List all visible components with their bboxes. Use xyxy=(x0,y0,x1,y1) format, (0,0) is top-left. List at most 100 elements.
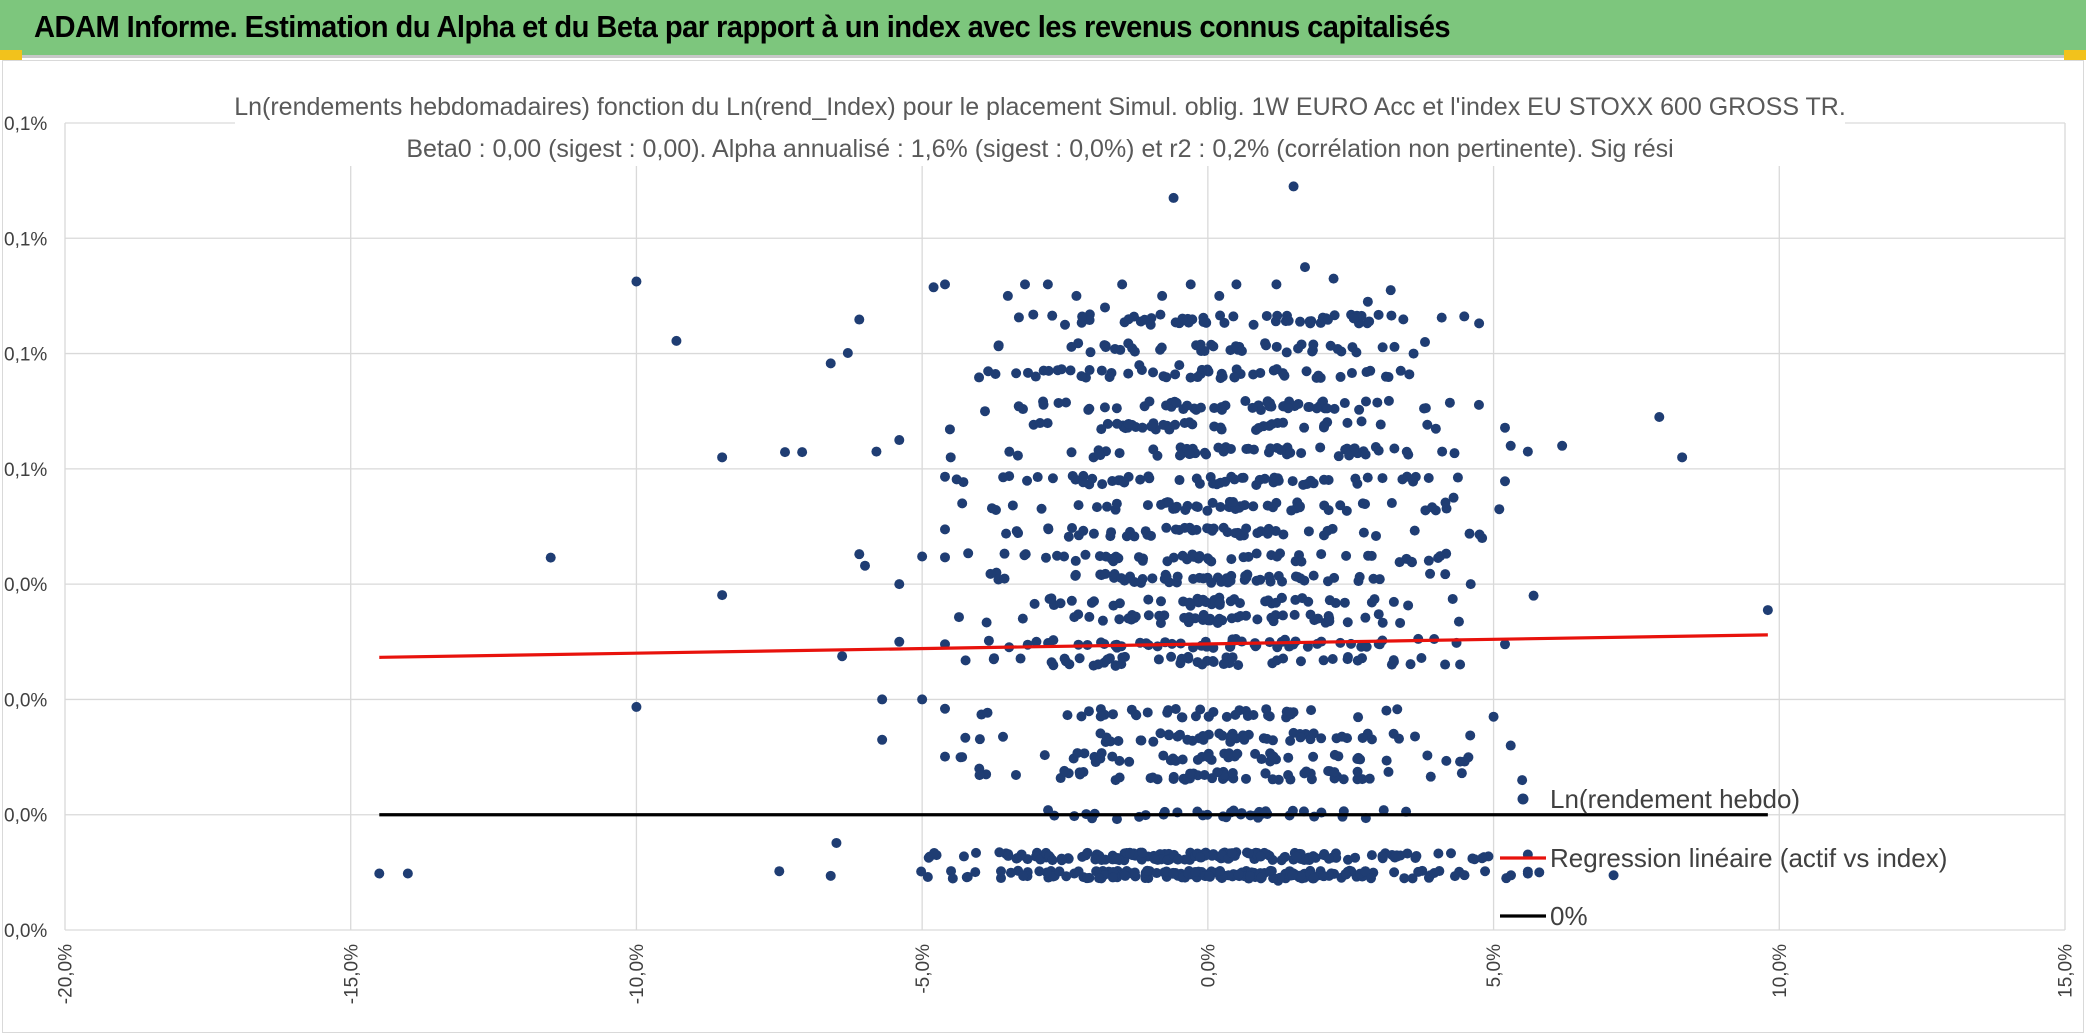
data-point xyxy=(1201,449,1212,460)
data-point xyxy=(1534,867,1545,878)
data-point xyxy=(1106,527,1117,538)
data-point xyxy=(1278,529,1289,540)
data-point xyxy=(1260,768,1271,779)
data-point xyxy=(1149,853,1160,864)
data-point xyxy=(1059,765,1070,776)
data-point xyxy=(1125,614,1136,625)
data-point xyxy=(1455,659,1466,670)
data-point xyxy=(990,368,1001,379)
data-point xyxy=(1283,315,1294,326)
data-point xyxy=(1004,446,1015,457)
data-point xyxy=(1056,855,1067,866)
data-point xyxy=(1341,869,1352,880)
data-point xyxy=(1371,530,1382,541)
data-point xyxy=(1047,473,1058,484)
data-point xyxy=(1383,372,1394,383)
data-point xyxy=(1053,397,1064,408)
chart-title-line-2: Beta0 : 0,00 (sigest : 0,00). Alpha annu… xyxy=(406,135,1673,163)
data-point xyxy=(1488,711,1499,722)
data-point xyxy=(1182,734,1193,745)
data-point xyxy=(1084,315,1095,326)
data-point xyxy=(1031,636,1042,647)
data-point xyxy=(1148,367,1159,378)
data-point xyxy=(1254,474,1265,485)
data-point xyxy=(1142,707,1153,718)
data-point xyxy=(1285,774,1296,785)
data-point xyxy=(1392,704,1403,715)
data-point xyxy=(1305,609,1316,620)
data-point xyxy=(1091,502,1102,513)
data-point xyxy=(1010,769,1021,780)
data-point xyxy=(1111,403,1122,414)
data-point xyxy=(1406,556,1417,567)
data-point xyxy=(1269,472,1280,483)
data-point xyxy=(1114,614,1125,625)
data-point xyxy=(1143,610,1154,621)
data-point xyxy=(1327,653,1338,664)
data-point xyxy=(1218,811,1229,822)
data-point xyxy=(1295,732,1306,743)
data-point xyxy=(1214,597,1225,608)
data-point xyxy=(1401,446,1412,457)
data-point xyxy=(1260,340,1271,351)
y-tick-label: 0,0% xyxy=(4,806,47,827)
data-point xyxy=(1308,873,1319,884)
data-point xyxy=(1209,403,1220,414)
data-point xyxy=(1302,641,1313,652)
data-point xyxy=(1174,360,1185,371)
data-point xyxy=(945,452,956,463)
data-point xyxy=(983,635,994,646)
x-tick-label: -15,0% xyxy=(341,944,362,1004)
data-point xyxy=(1047,310,1058,321)
data-point xyxy=(1352,774,1363,785)
data-point xyxy=(1172,854,1183,865)
data-point xyxy=(1267,774,1278,785)
y-tick-label: 0,0% xyxy=(4,575,47,596)
data-point xyxy=(1411,850,1422,861)
data-point xyxy=(1435,551,1446,562)
data-point xyxy=(1093,659,1104,670)
data-point xyxy=(1389,867,1400,878)
data-point xyxy=(1155,728,1166,739)
data-point xyxy=(1377,342,1388,353)
data-point xyxy=(1276,592,1287,603)
data-point xyxy=(1389,341,1400,352)
data-point xyxy=(1296,556,1307,567)
data-point xyxy=(1137,847,1148,858)
data-point xyxy=(1440,659,1451,670)
data-point xyxy=(1158,750,1169,761)
data-point xyxy=(854,314,865,325)
data-point xyxy=(1271,279,1282,290)
data-point xyxy=(1399,873,1410,884)
data-point xyxy=(1394,557,1405,568)
data-point xyxy=(1139,314,1150,325)
data-point xyxy=(1060,656,1071,667)
data-point xyxy=(1464,528,1475,539)
data-point xyxy=(1038,399,1049,410)
data-point xyxy=(1303,402,1314,413)
data-point xyxy=(1084,403,1095,414)
report-header: ADAM Informe. Estimation du Alpha et du … xyxy=(0,0,2086,58)
data-point xyxy=(1196,640,1207,651)
data-point xyxy=(1322,314,1333,325)
data-point xyxy=(1056,364,1067,375)
data-point xyxy=(1315,442,1326,453)
data-point xyxy=(1378,805,1389,816)
data-point xyxy=(1528,590,1539,601)
data-point xyxy=(1291,851,1302,862)
data-point xyxy=(1087,473,1098,484)
data-point xyxy=(1303,596,1314,607)
data-point xyxy=(1342,617,1353,628)
data-point xyxy=(1436,312,1447,323)
data-point xyxy=(1116,573,1127,584)
data-point xyxy=(1187,419,1198,430)
data-point xyxy=(1423,555,1434,566)
data-point xyxy=(1096,854,1107,865)
data-point xyxy=(1245,871,1256,882)
data-point xyxy=(1336,731,1347,742)
data-point xyxy=(1455,756,1466,767)
data-point xyxy=(1170,369,1181,380)
data-point xyxy=(1111,814,1122,825)
data-point xyxy=(1331,852,1342,863)
data-point xyxy=(1383,395,1394,406)
